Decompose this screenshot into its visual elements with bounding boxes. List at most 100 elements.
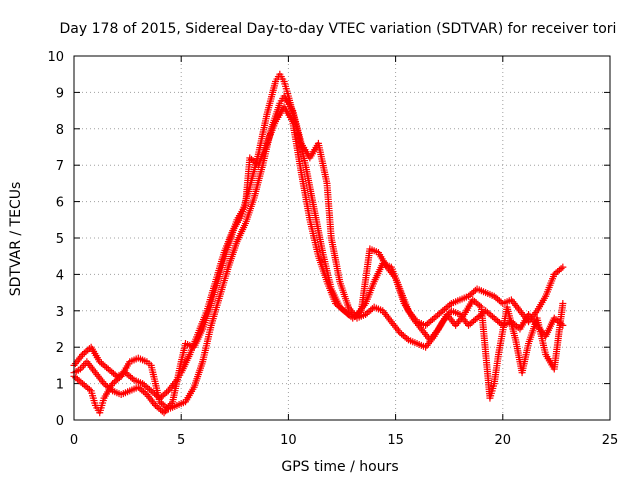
- data-point-run: [552, 265, 565, 277]
- data-point-run: [368, 246, 380, 256]
- data-point-run: [128, 384, 140, 394]
- data-point-run: [432, 308, 445, 321]
- data-point-run: [492, 294, 505, 306]
- data-point-run: [458, 293, 470, 303]
- data-point-run: [199, 302, 215, 331]
- data-point-run: [191, 360, 206, 389]
- series-arc-c: [70, 103, 567, 417]
- data-point-run: [96, 397, 107, 414]
- data-point-run: [372, 304, 385, 314]
- data-point-run: [225, 240, 240, 269]
- data-point-run: [148, 364, 163, 404]
- data-point: [559, 263, 567, 271]
- data-point-run: [440, 301, 454, 313]
- data-point-run: [273, 73, 282, 83]
- data-point-run: [470, 297, 484, 310]
- chart-title: Day 178 of 2015, Sidereal Day-to-day VTE…: [60, 21, 617, 37]
- data-point-run: [324, 280, 339, 305]
- data-point-run: [84, 360, 98, 375]
- plot-frame: [73, 55, 611, 421]
- data-point-run: [255, 142, 270, 167]
- data-point-run: [487, 382, 498, 400]
- data-point-run: [72, 366, 82, 375]
- data-point-run: [466, 316, 479, 328]
- data-point-run: [71, 352, 85, 368]
- y-tick-label: 1: [56, 378, 64, 393]
- data-point-run: [392, 276, 407, 305]
- data-point-run: [93, 371, 107, 386]
- data-point-run: [289, 120, 305, 174]
- y-tick-label: 9: [56, 86, 64, 101]
- data-point-run: [501, 297, 513, 307]
- data-point-run: [136, 385, 149, 397]
- data-point-run: [144, 392, 158, 408]
- data-point-run: [191, 327, 206, 349]
- data-point-run: [389, 320, 402, 335]
- data-point-run: [461, 298, 476, 316]
- y-tick-label: 4: [56, 268, 64, 283]
- data-point-run: [80, 345, 93, 357]
- data-point-run: [234, 203, 248, 222]
- data-point-run: [315, 254, 330, 284]
- data-point-run: [306, 218, 322, 258]
- data-point-run: [119, 388, 132, 398]
- data-point-run: [175, 399, 187, 409]
- data-point-run: [88, 345, 103, 364]
- data-point-run: [225, 218, 240, 247]
- data-point-run: [216, 244, 232, 276]
- data-point-run: [277, 73, 287, 83]
- data-point-run: [311, 207, 326, 254]
- x-tick-label: 20: [495, 433, 512, 448]
- data-point-run: [111, 388, 123, 398]
- x-tick-label: 25: [602, 433, 619, 448]
- data-point-run: [483, 308, 497, 321]
- data-point-run: [72, 374, 85, 386]
- data-point-run: [350, 308, 364, 321]
- y-tick-label: 3: [56, 305, 64, 320]
- data-point-run: [242, 196, 257, 225]
- data-point-run: [509, 298, 523, 313]
- y-tick-label: 10: [47, 50, 64, 65]
- y-tick-label: 2: [56, 341, 64, 356]
- data-point-run: [384, 265, 398, 280]
- data-point-run: [484, 290, 496, 299]
- data-point-run: [118, 360, 133, 378]
- data-point-run: [132, 377, 144, 387]
- data-point-run: [106, 366, 119, 379]
- data-point-run: [183, 385, 197, 404]
- data-point-run: [333, 301, 346, 313]
- data-point-run: [355, 311, 367, 321]
- data-point-run: [501, 319, 513, 328]
- data-point-run: [534, 316, 549, 356]
- x-tick-labels: 0 5 10 15 20 25: [70, 433, 618, 448]
- data-point-run: [475, 286, 488, 296]
- data-point-run: [415, 340, 427, 350]
- data-point-run: [398, 330, 411, 342]
- data-point-run: [380, 309, 394, 324]
- x-axis-title: GPS time / hours: [281, 459, 398, 475]
- data-point-run: [449, 308, 462, 318]
- data-point-run: [216, 265, 232, 298]
- data-point-run: [208, 294, 223, 327]
- data-point-run: [140, 381, 153, 393]
- y-tick-label: 0: [56, 414, 64, 429]
- x-tick-label: 15: [387, 433, 404, 448]
- data-point-run: [427, 327, 441, 342]
- data-point-run: [338, 305, 351, 317]
- data-point-run: [281, 94, 295, 113]
- data-point-run: [166, 402, 179, 412]
- data-point-run: [298, 171, 313, 222]
- series-arc-b: [70, 92, 567, 417]
- data-point-run: [504, 305, 519, 342]
- data-point-run: [251, 163, 266, 200]
- data-point-run: [102, 381, 115, 393]
- data-point-run: [410, 316, 424, 331]
- data-point-run: [199, 324, 215, 363]
- data-point-run: [242, 156, 254, 207]
- data-point-run: [97, 359, 111, 372]
- data-point-run: [543, 273, 557, 298]
- data-point-run: [128, 355, 140, 365]
- data-point-run: [328, 236, 343, 283]
- series-arc-a: [70, 70, 567, 402]
- data-point-run: [264, 80, 279, 116]
